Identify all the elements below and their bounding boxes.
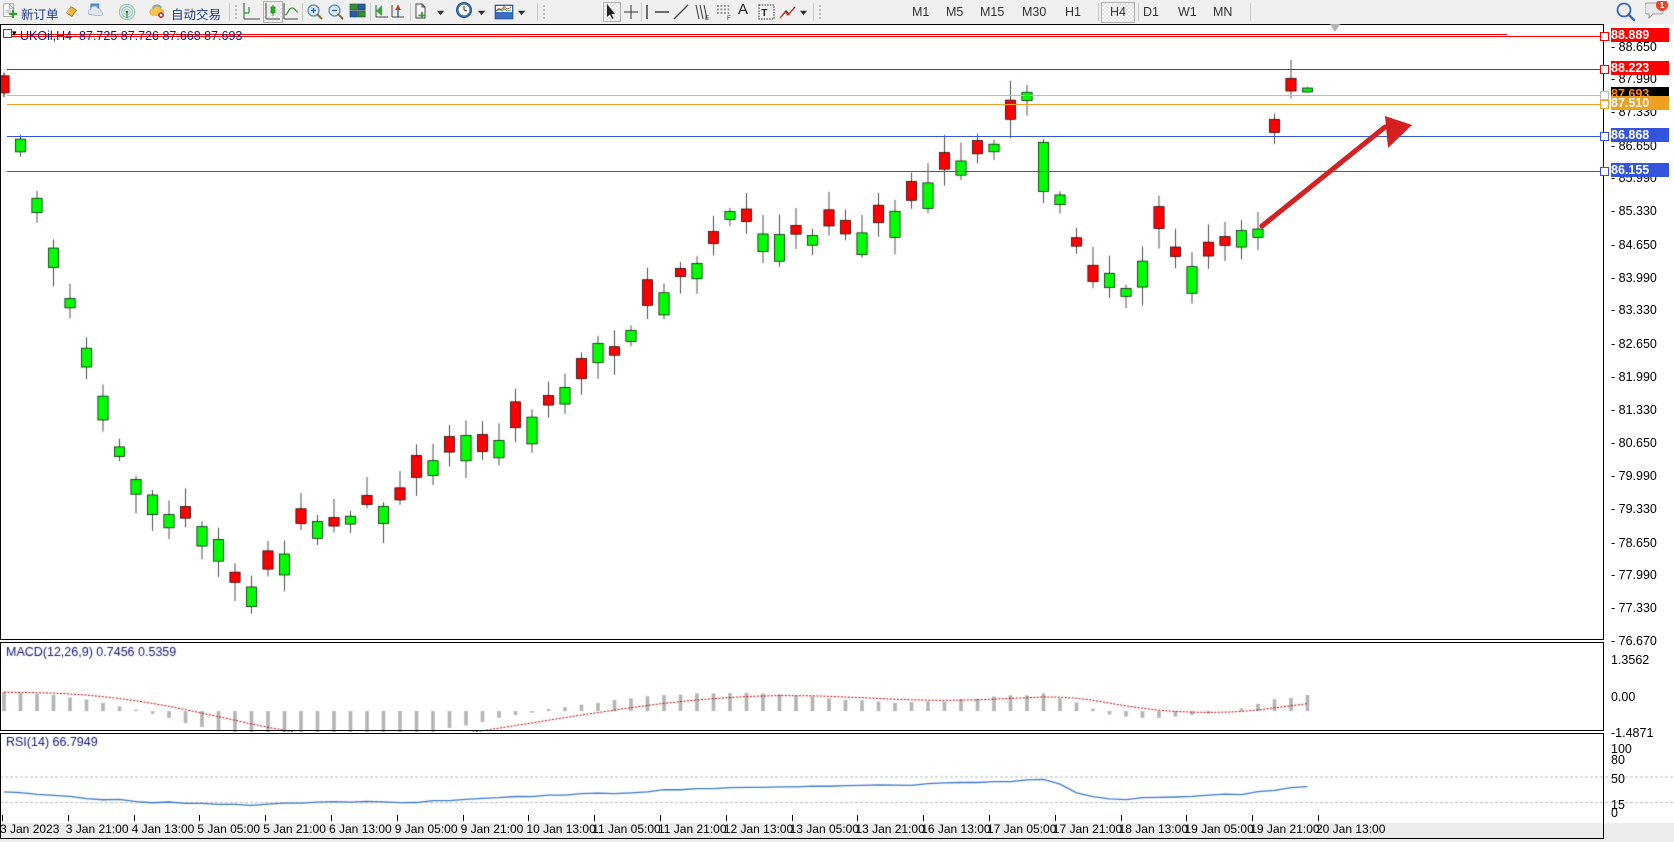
svg-text:E: E	[705, 15, 710, 20]
svg-text:T: T	[761, 8, 767, 19]
svg-text:F: F	[727, 15, 731, 20]
svg-text:1: 1	[1660, 1, 1665, 10]
